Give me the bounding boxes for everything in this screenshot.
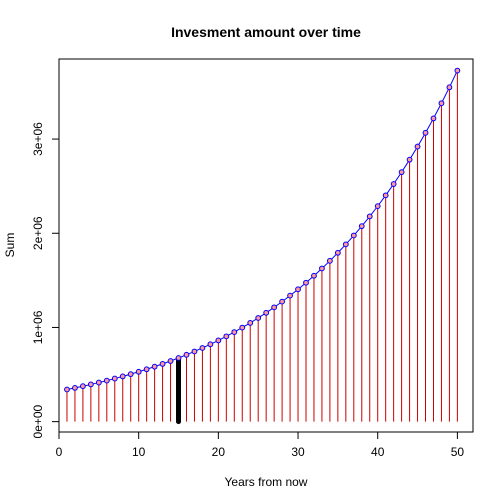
data-point <box>103 377 110 384</box>
data-point <box>119 373 126 380</box>
data-point <box>215 337 222 344</box>
data-point <box>175 355 182 361</box>
data-point <box>374 203 381 210</box>
data-point <box>327 257 333 264</box>
x-tick-label: 40 <box>371 445 385 459</box>
x-axis-label: Years from now <box>225 475 308 489</box>
data-point <box>422 129 429 136</box>
data-point <box>191 348 198 355</box>
data-point <box>207 341 214 348</box>
data-point <box>135 368 142 375</box>
data-point <box>199 345 206 351</box>
data-point <box>263 309 270 316</box>
chart-title: Invesment amount over time <box>171 24 361 40</box>
y-tick-label: 0e+00 <box>31 404 45 438</box>
x-tick-label: 50 <box>451 445 465 459</box>
data-point <box>231 329 238 335</box>
data-point <box>223 333 230 340</box>
data-point <box>303 279 309 286</box>
series-line <box>66 70 458 390</box>
data-point <box>167 358 174 364</box>
data-point <box>271 304 278 311</box>
x-tick-label: 0 <box>56 445 63 459</box>
y-axis-label: Sum <box>3 233 17 258</box>
data-points <box>64 67 461 393</box>
data-point <box>247 320 254 326</box>
data-point <box>159 361 166 367</box>
data-point <box>143 366 150 373</box>
data-point <box>287 292 293 299</box>
data-point <box>398 169 405 176</box>
data-point <box>446 84 453 91</box>
data-point <box>342 241 349 248</box>
data-point <box>334 249 341 256</box>
data-point <box>87 381 94 388</box>
data-point <box>430 115 437 122</box>
data-point <box>311 272 317 279</box>
y-tick-label: 2e+06 <box>31 216 45 250</box>
data-point <box>279 298 285 305</box>
data-point <box>406 156 413 163</box>
data-point <box>151 363 158 370</box>
data-point <box>127 371 134 378</box>
data-line <box>66 70 458 390</box>
data-point <box>414 143 421 150</box>
y-tick-label: 3e+06 <box>31 122 45 156</box>
x-tick-label: 20 <box>212 445 226 459</box>
x-tick-label: 30 <box>291 445 305 459</box>
x-tick-label: 10 <box>132 445 146 459</box>
data-point <box>454 67 461 74</box>
data-point <box>183 351 190 358</box>
y-axis: 0e+00 1e+06 2e+06 3e+06 <box>31 122 60 438</box>
data-point <box>366 213 373 220</box>
data-point <box>95 379 102 386</box>
data-point <box>295 286 301 293</box>
x-axis: 0 10 20 30 40 50 <box>56 431 465 459</box>
data-point <box>319 265 325 272</box>
data-point <box>64 386 70 393</box>
data-point <box>358 223 365 230</box>
data-point <box>72 384 78 391</box>
data-point <box>255 315 262 321</box>
y-tick-label: 1e+06 <box>31 310 45 344</box>
data-point <box>80 383 86 390</box>
data-point <box>390 181 397 187</box>
data-point <box>350 232 357 239</box>
drop-lines <box>66 70 458 425</box>
data-point <box>111 375 118 382</box>
data-point <box>382 192 389 199</box>
data-point <box>239 324 246 331</box>
data-point <box>438 100 445 107</box>
